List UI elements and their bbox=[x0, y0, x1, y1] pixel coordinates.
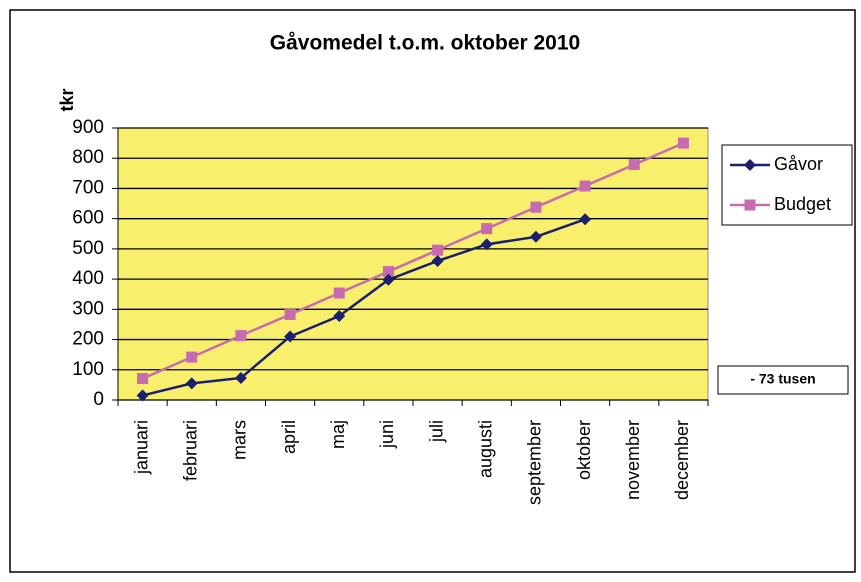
marker bbox=[744, 159, 756, 171]
marker bbox=[579, 213, 592, 226]
y-tick-label: 800 bbox=[72, 147, 104, 168]
y-tick-label: 0 bbox=[93, 389, 104, 410]
legend-label: Gåvor bbox=[774, 154, 823, 174]
annotation-box bbox=[717, 365, 849, 395]
x-tick-label: juni bbox=[377, 420, 397, 449]
x-tick-label: mars bbox=[230, 420, 250, 460]
marker bbox=[137, 373, 149, 385]
x-tick-label: april bbox=[279, 420, 299, 454]
plot-area bbox=[117, 127, 709, 401]
marker bbox=[432, 244, 444, 256]
legend bbox=[721, 144, 853, 226]
chart-title: Gåvomedel t.o.m. oktober 2010 bbox=[270, 32, 580, 55]
marker bbox=[185, 377, 198, 390]
x-tick-label: juli bbox=[426, 420, 446, 443]
x-tick-label: augusti bbox=[476, 420, 496, 478]
marker bbox=[284, 330, 297, 343]
y-tick-label: 700 bbox=[72, 177, 104, 198]
marker bbox=[579, 180, 591, 192]
marker bbox=[480, 238, 493, 251]
y-tick-label: 600 bbox=[72, 208, 104, 229]
marker bbox=[431, 254, 444, 267]
x-tick-label: maj bbox=[328, 420, 348, 449]
y-tick-label: 500 bbox=[72, 238, 104, 259]
marker bbox=[677, 137, 689, 149]
y-axis-label: tkr bbox=[57, 88, 77, 111]
marker bbox=[234, 371, 247, 384]
marker bbox=[186, 351, 198, 363]
y-tick-label: 400 bbox=[72, 268, 104, 289]
x-tick-label: januari bbox=[131, 420, 151, 475]
series-line bbox=[142, 141, 684, 380]
marker bbox=[529, 230, 542, 243]
x-tick-label: september bbox=[525, 420, 545, 505]
marker bbox=[530, 201, 542, 213]
marker bbox=[333, 287, 345, 299]
annotation: - 73 tusen bbox=[750, 371, 815, 387]
y-tick-label: 200 bbox=[72, 329, 104, 350]
marker bbox=[284, 308, 296, 320]
y-tick-label: 300 bbox=[72, 298, 104, 319]
marker bbox=[235, 330, 247, 342]
y-tick-label: 100 bbox=[72, 359, 104, 380]
x-tick-label: november bbox=[623, 420, 643, 500]
x-tick-label: oktober bbox=[574, 420, 594, 480]
marker bbox=[628, 159, 640, 171]
marker bbox=[136, 389, 149, 402]
x-tick-label: februari bbox=[181, 420, 201, 481]
marker bbox=[744, 199, 756, 211]
marker bbox=[382, 266, 394, 278]
x-tick-label: december bbox=[672, 420, 692, 500]
marker bbox=[382, 273, 395, 286]
series-line bbox=[142, 218, 586, 397]
marker bbox=[481, 223, 493, 235]
y-tick-label: 900 bbox=[72, 117, 104, 138]
marker bbox=[333, 309, 346, 322]
legend-label: Budget bbox=[774, 194, 831, 214]
